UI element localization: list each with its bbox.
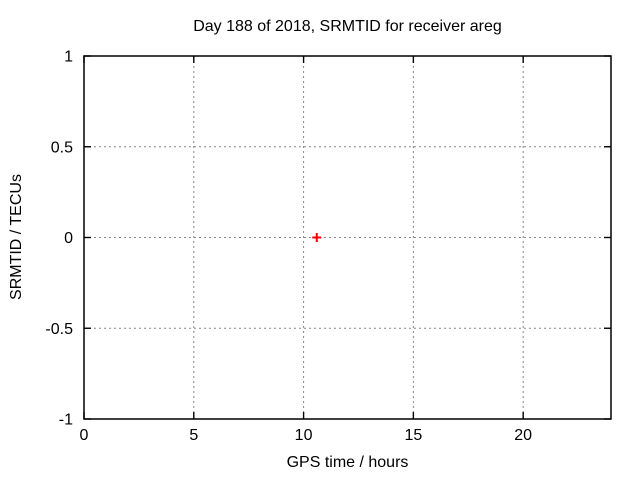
y-tick-label: -1 bbox=[59, 412, 73, 429]
x-tick-label: 10 bbox=[295, 427, 313, 444]
x-axis-label: GPS time / hours bbox=[286, 454, 409, 471]
y-tick-label: -0.5 bbox=[45, 321, 73, 338]
x-tick-label: 0 bbox=[80, 427, 89, 444]
x-tick-label: 20 bbox=[514, 427, 532, 444]
y-tick-label: 0 bbox=[64, 230, 73, 247]
x-tick-label: 5 bbox=[189, 427, 198, 444]
plot-border bbox=[83, 55, 612, 420]
y-tick-label: 0.5 bbox=[51, 139, 73, 156]
x-tick-label: 15 bbox=[404, 427, 422, 444]
y-tick-label: 1 bbox=[64, 49, 73, 66]
chart-title: Day 188 of 2018, SRMTID for receiver are… bbox=[193, 18, 502, 35]
